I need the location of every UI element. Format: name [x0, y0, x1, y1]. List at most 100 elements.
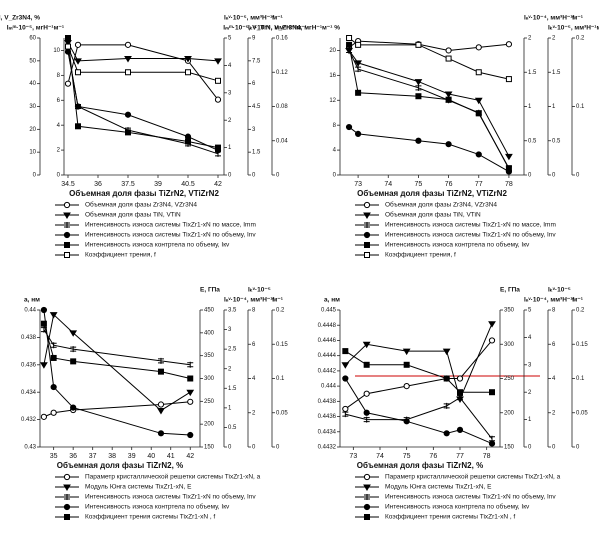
- marker: [354, 60, 362, 67]
- x-tick-label: 37: [89, 453, 97, 460]
- y-tick-label: 0.1: [576, 104, 585, 110]
- y-axis-label: Iₖᵛ·10⁻⁶, мм³Н⁻¹м⁻¹: [248, 25, 307, 32]
- x-tick-label: 39: [128, 453, 136, 460]
- y-tick-label: 250: [504, 376, 515, 382]
- marker: [443, 375, 450, 382]
- y-tick-label: 2: [228, 366, 232, 372]
- y-axis-label: f: [272, 15, 275, 22]
- series-line: [43, 309, 191, 436]
- marker: [50, 342, 57, 349]
- y-tick-label: 0.2: [276, 308, 285, 314]
- marker: [355, 41, 362, 48]
- marker: [474, 97, 483, 105]
- marker: [65, 43, 71, 50]
- legend-marker: [364, 514, 370, 520]
- y-tick-label: 200: [204, 422, 215, 428]
- marker: [342, 405, 349, 413]
- series-line: [348, 126, 510, 173]
- y-tick-label: 3: [228, 90, 232, 96]
- marker: [355, 89, 362, 96]
- y-tick-label: 250: [204, 399, 215, 405]
- y-tick-label: 0.15: [576, 342, 588, 348]
- legend-marker: [363, 484, 371, 491]
- y-tick-label: 0.4444: [318, 353, 337, 359]
- y-tick-label: 0: [552, 445, 556, 451]
- y-tick-label: 2.5: [228, 347, 237, 353]
- marker: [157, 407, 165, 415]
- marker: [75, 69, 81, 76]
- series-line: [67, 51, 219, 151]
- y-tick-label: 0: [228, 173, 232, 179]
- marker: [445, 55, 452, 62]
- marker: [215, 77, 221, 84]
- legend-marker: [364, 494, 370, 500]
- legend-marker: [63, 201, 71, 209]
- y-tick-label: 0.4448: [318, 323, 337, 329]
- marker: [187, 361, 194, 368]
- y-tick-label: 300: [504, 342, 515, 348]
- x-tick-label: 39: [154, 181, 162, 188]
- marker: [456, 426, 464, 433]
- y-tick-label: 350: [204, 353, 215, 359]
- legend-label: Модуль Юнга системы TixZr1-xN, E: [85, 484, 192, 491]
- series-line: [67, 37, 219, 149]
- y-tick-label: 6: [252, 342, 256, 348]
- y-tick-label: 0.08: [276, 104, 288, 110]
- y-tick-label: 0: [252, 445, 256, 451]
- y-tick-label: 4: [552, 376, 556, 382]
- y-tick-label: 0: [333, 173, 337, 179]
- y-axis-label: Iₖᵛ·10⁻⁵, мм³Н⁻¹м⁻¹: [548, 25, 599, 32]
- marker: [346, 41, 353, 48]
- y-tick-label: 10: [29, 150, 36, 156]
- marker: [346, 47, 353, 54]
- y-tick-label: 0.5: [228, 425, 237, 431]
- marker: [402, 348, 411, 356]
- y-axis-label: Iₖᵛ·10⁻⁵: [548, 287, 571, 294]
- y-tick-label: 4: [333, 148, 337, 154]
- legend-label: Интенсивность износа системы TixZr1-xN п…: [85, 231, 256, 239]
- series-line: [348, 50, 510, 170]
- x-tick-label: 41: [167, 453, 175, 460]
- series-line: [348, 37, 510, 80]
- y-tick-label: 0.436: [21, 362, 37, 368]
- y-axis-label: a, нм: [24, 297, 40, 304]
- marker: [445, 141, 452, 148]
- y-tick-label: 30: [29, 104, 36, 110]
- y-axis-label: Iₙᵛ·10⁻⁵, мм³Н⁻¹м⁻¹: [224, 15, 283, 22]
- marker: [64, 80, 72, 87]
- series-line: [348, 44, 510, 169]
- y-tick-label: 3: [528, 362, 532, 368]
- x-axis-label: Объемная доля фазы TiZrN2, VTiZrN2: [69, 189, 219, 198]
- x-tick-label: 75: [403, 453, 411, 460]
- legend-marker: [363, 231, 371, 239]
- marker: [354, 130, 362, 137]
- marker: [50, 409, 57, 416]
- y-tick-label: 0.16: [276, 36, 288, 42]
- y-tick-label: 16: [329, 73, 336, 79]
- marker: [475, 110, 482, 117]
- x-tick-label: 73: [349, 453, 357, 460]
- y-tick-label: 4: [57, 123, 61, 129]
- marker: [457, 394, 463, 401]
- marker: [443, 430, 450, 437]
- x-tick-label: 42: [186, 453, 194, 460]
- y-tick-label: 2: [528, 36, 532, 42]
- series-line: [43, 329, 191, 366]
- legend-marker: [363, 212, 371, 219]
- marker: [187, 431, 194, 439]
- y-tick-label: 2: [552, 410, 556, 416]
- y-tick-label: 8: [333, 123, 337, 129]
- legend-label: Параметр кристаллической решетки системы…: [385, 473, 561, 481]
- x-tick-label: 36: [94, 181, 102, 188]
- marker: [49, 312, 58, 319]
- legend-marker: [364, 242, 370, 248]
- y-tick-label: 350: [504, 308, 515, 314]
- marker: [363, 390, 370, 397]
- y-tick-label: 0: [33, 173, 37, 179]
- x-tick-label: 37.5: [121, 181, 135, 188]
- y-tick-label: 0.5: [528, 138, 537, 144]
- legend-marker: [64, 514, 70, 520]
- y-axis-label: Iₙᵛ·10⁻⁴, мм³Н⁻¹м⁻¹: [224, 297, 283, 304]
- legend-marker: [63, 231, 71, 239]
- y-tick-label: 8: [252, 308, 256, 314]
